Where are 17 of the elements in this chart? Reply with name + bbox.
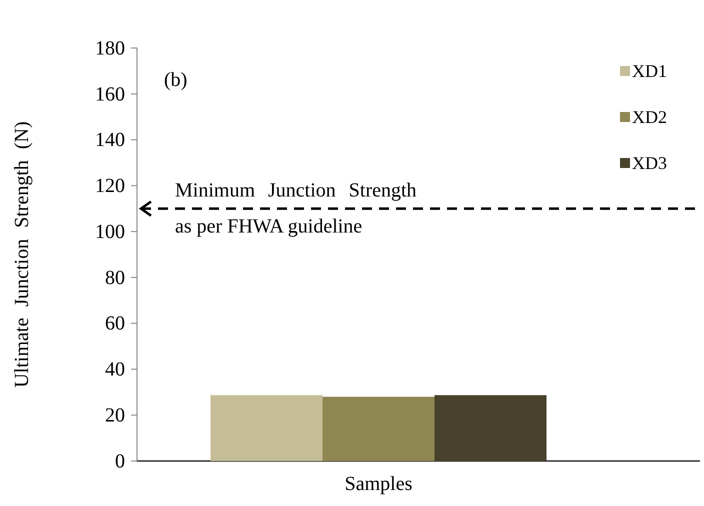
annotation: (b) xyxy=(164,69,188,91)
y-tick-label: 120 xyxy=(95,175,125,198)
y-tick-label: 40 xyxy=(105,358,125,381)
x-tick-label: Samples xyxy=(344,473,413,495)
y-axis-title: Ultimate Junction Strength (N) xyxy=(11,121,33,388)
ref-line-label: Minimum Junction Strength as per FHWA guideline xyxy=(175,180,417,238)
y-tick-label: 60 xyxy=(105,312,125,335)
y-tick-label: 20 xyxy=(105,404,125,427)
legend-label: XD1 xyxy=(632,61,667,81)
y-tick-label: 0 xyxy=(115,450,125,472)
y-tick-label: 100 xyxy=(95,220,125,243)
y-tick-label: 140 xyxy=(95,129,125,152)
y-tick-label: 80 xyxy=(105,266,125,289)
legend-label: XD2 xyxy=(632,107,667,127)
legend-label: XD3 xyxy=(632,153,667,173)
y-tick-label: 180 xyxy=(95,37,125,60)
y-tick-label: 160 xyxy=(95,83,125,106)
